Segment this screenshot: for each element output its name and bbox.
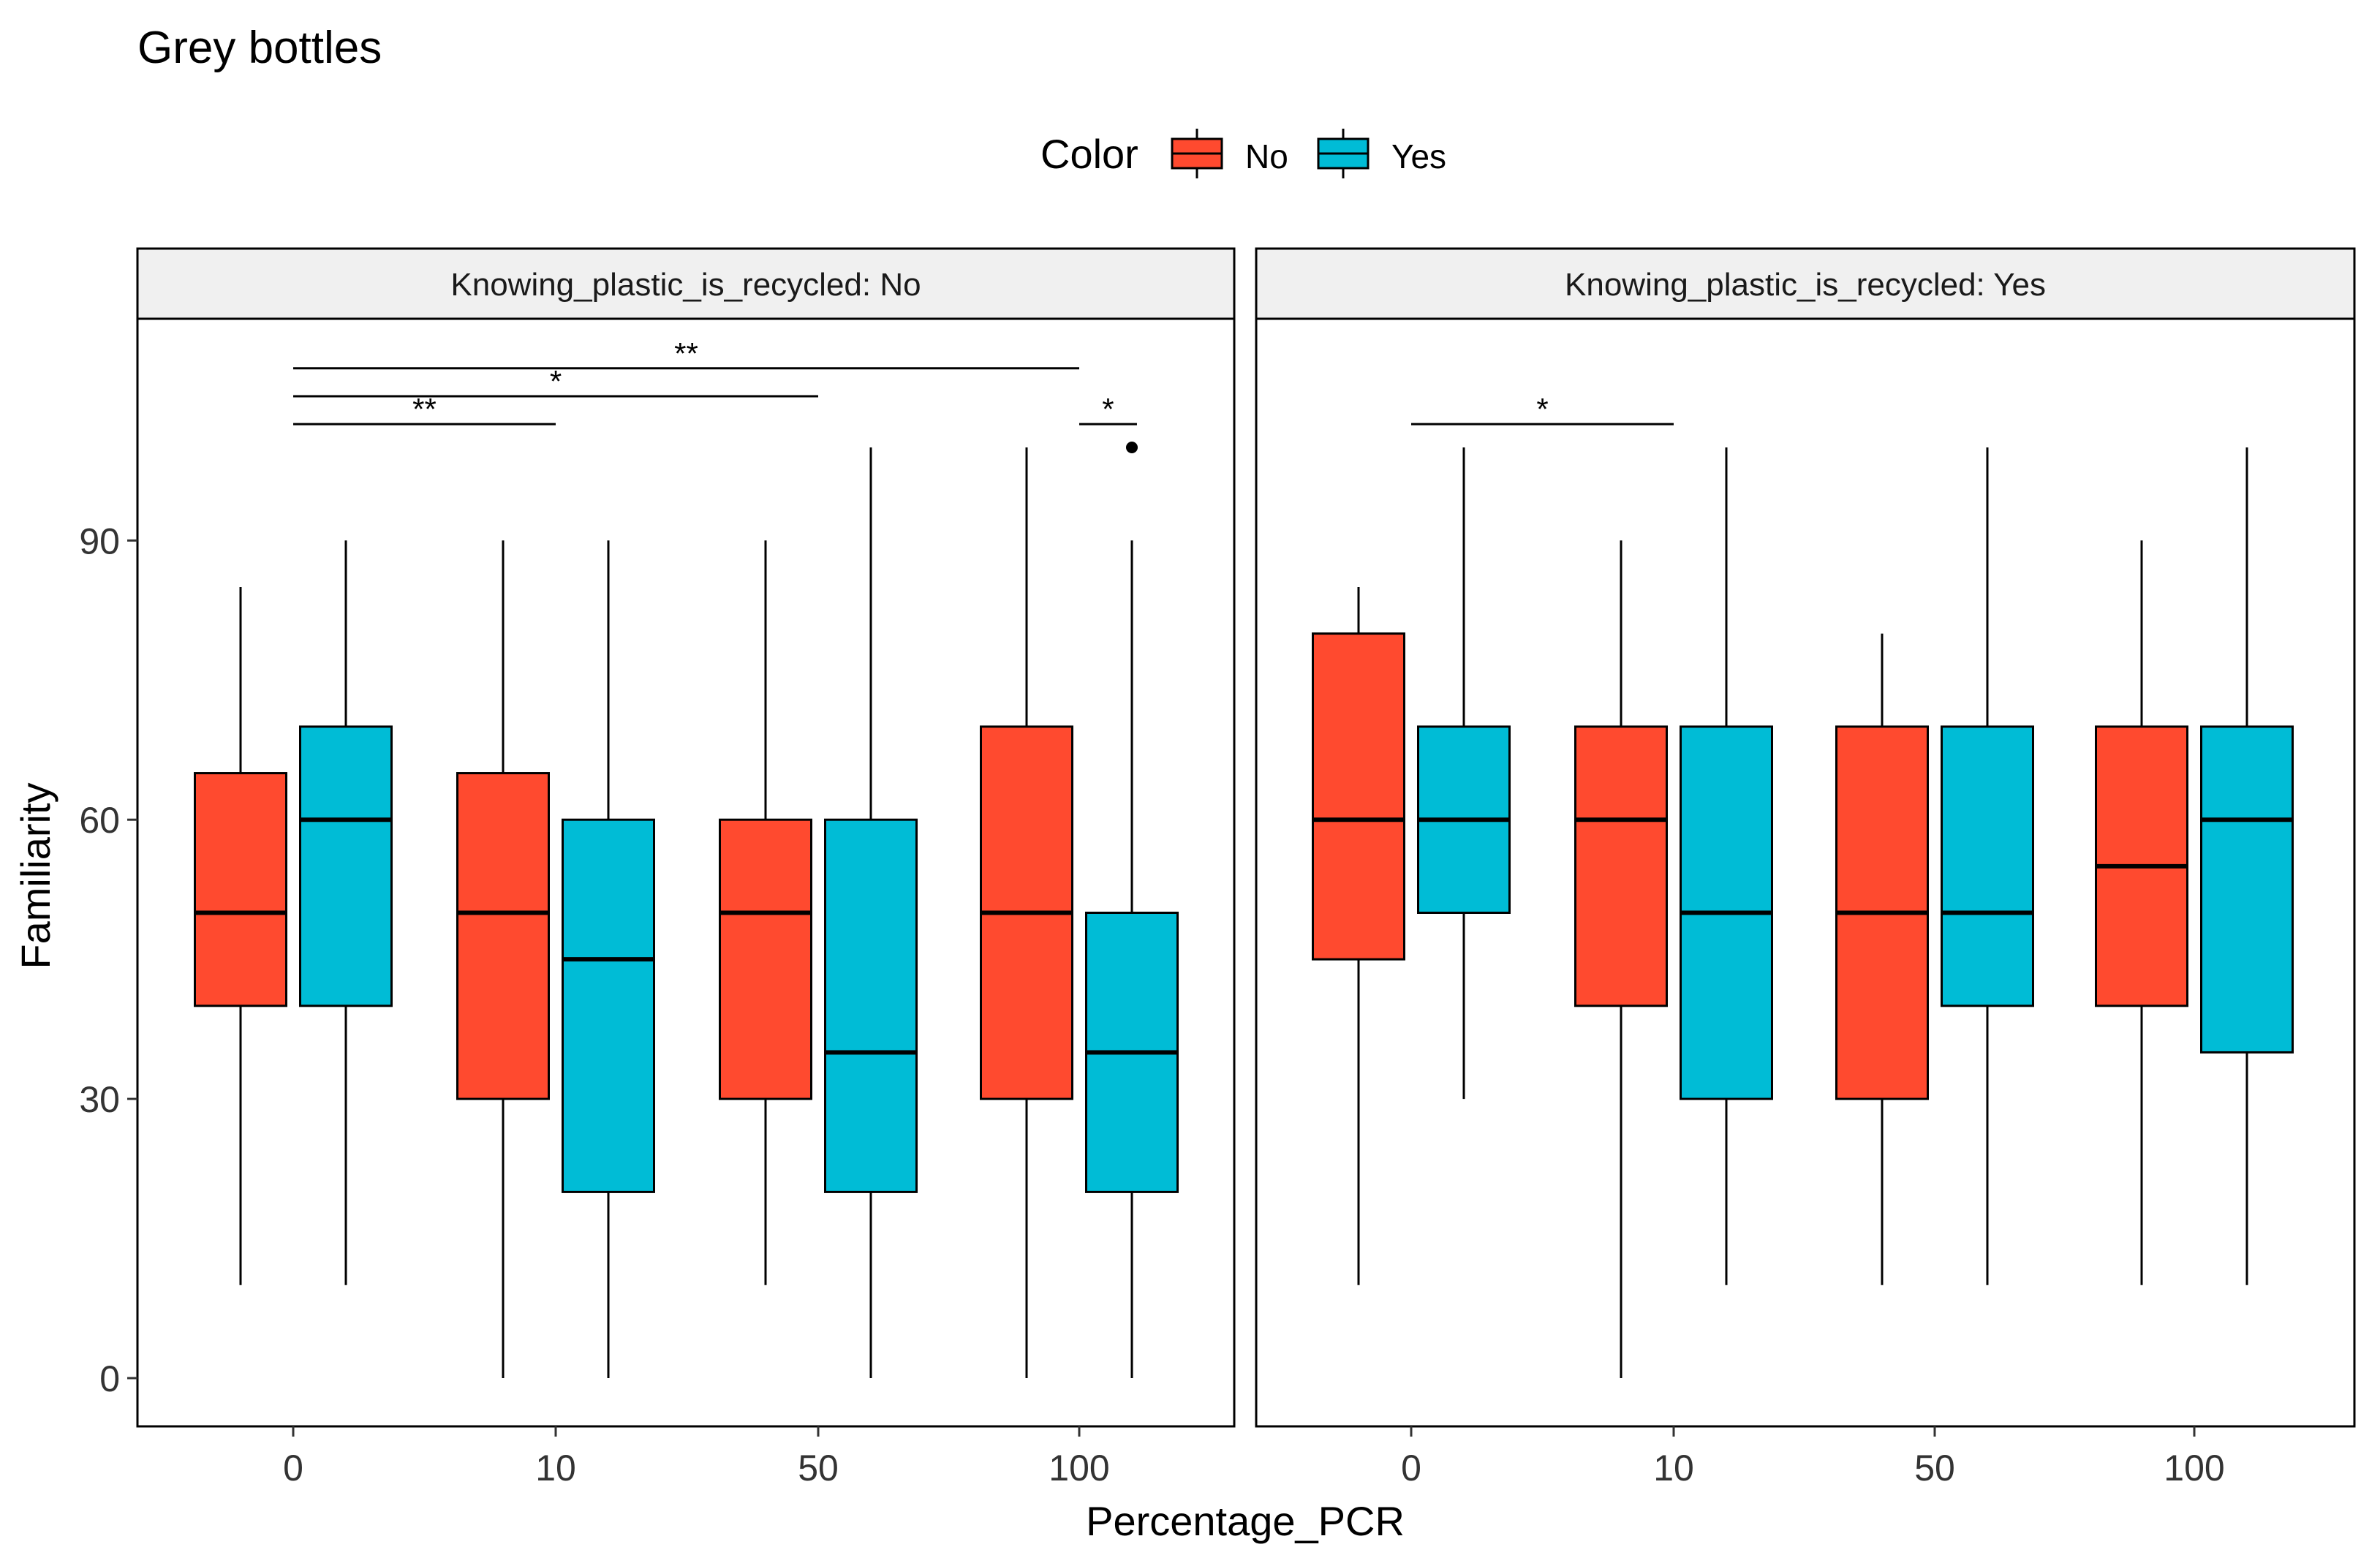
box-yes-10 xyxy=(562,540,655,1378)
box xyxy=(456,772,550,1100)
x-tick-label: 50 xyxy=(798,1448,839,1489)
box-yes-0 xyxy=(1417,447,1511,1100)
box-no-0 xyxy=(1312,586,1405,1285)
box xyxy=(824,818,918,1193)
x-axis-title: Percentage_PCR xyxy=(1086,1498,1405,1544)
box xyxy=(1574,725,1668,1007)
y-tick-label: 90 xyxy=(79,521,120,561)
x-tick-label: 50 xyxy=(1914,1448,1955,1489)
box xyxy=(1312,632,1405,961)
y-axis-title: Familiarity xyxy=(12,782,58,969)
x-tick-label: 10 xyxy=(1653,1448,1694,1489)
facet-strip-label: Knowing_plastic_is_recycled: Yes xyxy=(1565,267,2046,303)
panel-1: Knowing_plastic_is_recycled: No 0 30 60 90 0 1… xyxy=(79,247,1236,1489)
box-yes-10 xyxy=(1680,447,1773,1285)
legend-label-no: No xyxy=(1245,137,1288,175)
significance-label: * xyxy=(1536,392,1548,426)
box xyxy=(299,725,393,1007)
panel-2: Knowing_plastic_is_recycled: Yes 0 10 50 100… xyxy=(1255,247,2356,1489)
facet-strip xyxy=(136,247,1236,320)
box-yes-50 xyxy=(1941,447,2034,1285)
box-no-50 xyxy=(1835,633,1929,1285)
outlier-point xyxy=(1126,442,1138,453)
chart-title: Grey bottles xyxy=(137,23,382,73)
x-tick-label: 10 xyxy=(535,1448,576,1489)
legend: Color No Yes xyxy=(1040,129,1446,178)
box xyxy=(562,818,655,1193)
panel-border xyxy=(1255,317,2356,1428)
significance-label: ** xyxy=(674,336,698,371)
box xyxy=(719,818,812,1100)
box xyxy=(2200,725,2294,1054)
x-tick-label: 0 xyxy=(1401,1448,1421,1489)
x-tick-label: 100 xyxy=(2164,1448,2224,1489)
box-yes-100 xyxy=(1085,442,1179,1378)
box xyxy=(194,772,287,1007)
y-tick-label: 0 xyxy=(99,1358,120,1399)
facet-strip-label: Knowing_plastic_is_recycled: No xyxy=(450,267,921,303)
box-no-10 xyxy=(1574,540,1668,1378)
y-tick-label: 30 xyxy=(79,1079,120,1120)
legend-title: Color xyxy=(1040,131,1138,177)
significance-label: ** xyxy=(412,392,437,426)
box-yes-50 xyxy=(824,447,918,1378)
significance-label: * xyxy=(1102,392,1114,426)
facet-strip xyxy=(1255,247,2356,320)
box-no-100 xyxy=(2095,540,2188,1285)
box xyxy=(1941,725,2034,1007)
box-yes-0 xyxy=(299,540,393,1285)
y-tick-label: 60 xyxy=(79,800,120,841)
box-no-50 xyxy=(719,540,812,1285)
box-no-10 xyxy=(456,540,550,1378)
box-no-0 xyxy=(194,586,287,1285)
panel-border xyxy=(136,317,1236,1428)
significance-label: * xyxy=(550,364,562,398)
x-tick-label: 0 xyxy=(283,1448,303,1489)
box-no-100 xyxy=(980,447,1073,1378)
x-tick-label: 100 xyxy=(1049,1448,1109,1489)
box-yes-100 xyxy=(2200,447,2294,1285)
legend-label-yes: Yes xyxy=(1391,137,1446,175)
